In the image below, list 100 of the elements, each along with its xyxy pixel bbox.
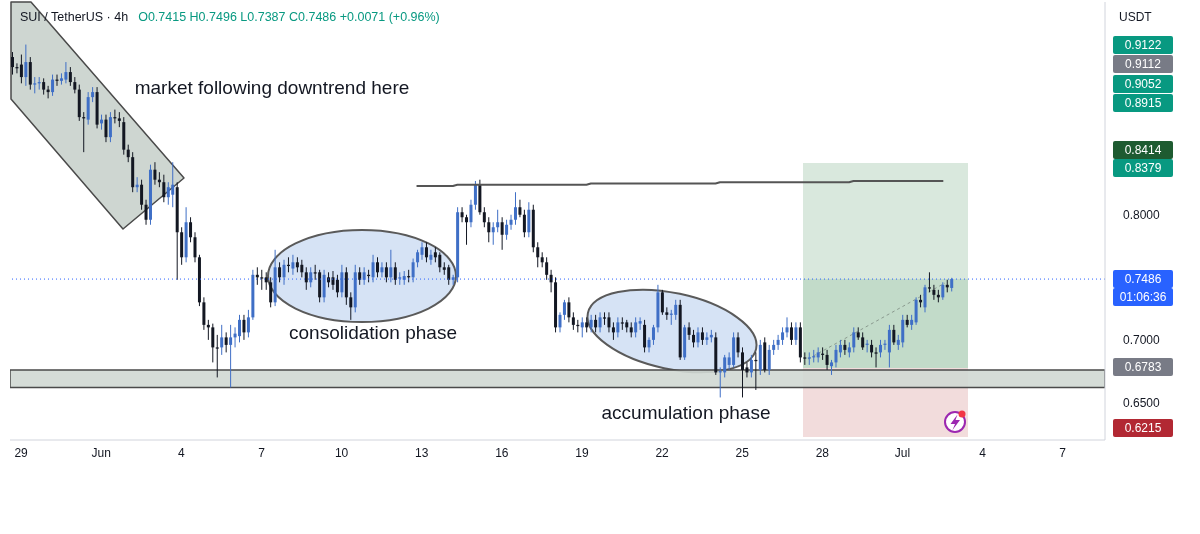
candlestick <box>509 214 513 231</box>
x-tick-label: 28 <box>815 445 830 460</box>
candlestick <box>376 256 379 278</box>
text: 0.9122 <box>1124 38 1162 52</box>
candlestick <box>643 319 647 353</box>
candlestick <box>567 296 571 323</box>
x-tick-label: 16 <box>495 445 509 460</box>
candlestick <box>785 316 789 338</box>
candlestick <box>558 311 562 333</box>
candlestick <box>224 331 228 353</box>
candlestick <box>518 199 522 218</box>
candlestick <box>28 56 32 91</box>
y-tick-label: 0.6500 <box>1123 395 1161 410</box>
candlestick <box>580 316 584 338</box>
candlestick <box>513 191 517 226</box>
candlestick <box>393 261 397 286</box>
candlestick <box>522 209 526 238</box>
candlestick <box>349 291 353 321</box>
ref-line-label: 0.7486 <box>1124 272 1162 287</box>
y-tick-label: 0.7000 <box>1123 333 1161 348</box>
candlestick <box>51 74 55 97</box>
candlestick <box>384 261 388 283</box>
candlestick <box>901 314 905 348</box>
candlestick <box>189 216 193 243</box>
candlestick <box>705 331 709 346</box>
candlestick <box>153 161 157 186</box>
candlestick <box>238 314 242 343</box>
candlestick <box>616 316 620 338</box>
candlestick <box>229 324 233 388</box>
candlestick <box>304 266 308 291</box>
candlestick <box>927 271 931 293</box>
candlestick <box>527 201 531 238</box>
candlestick <box>660 289 664 316</box>
candlestick <box>887 324 891 368</box>
candlestick <box>674 299 678 321</box>
x-tick-label: 29 <box>14 445 29 460</box>
candlestick <box>269 276 273 308</box>
candlestick <box>389 249 393 283</box>
candlestick <box>562 299 566 321</box>
candlestick <box>496 209 500 233</box>
x-tick-label: 4 <box>178 445 186 460</box>
candlestick <box>825 349 829 371</box>
candlestick <box>647 336 651 353</box>
candlestick <box>505 219 509 241</box>
candlestick <box>429 249 433 266</box>
x-tick-label: 7 <box>258 445 266 460</box>
candlestick <box>335 274 339 298</box>
candlestick <box>220 324 224 356</box>
candlestick <box>242 314 246 341</box>
candlestick <box>371 254 375 283</box>
candlestick <box>322 269 326 303</box>
candlestick <box>340 264 344 298</box>
candlestick <box>211 323 215 363</box>
candlestick <box>923 284 927 313</box>
candlestick <box>144 199 148 226</box>
candlestick <box>932 284 936 301</box>
candlestick <box>487 216 491 243</box>
candlestick <box>545 256 549 281</box>
candlestick <box>794 321 798 346</box>
candlestick <box>473 180 477 211</box>
candlestick <box>278 261 282 283</box>
x-tick-label: 13 <box>415 445 429 460</box>
candlestick <box>420 241 424 261</box>
x-tick-label: 22 <box>655 445 670 460</box>
text: 01:06:36 <box>1119 290 1167 304</box>
candlestick <box>24 44 28 87</box>
candlestick <box>741 346 744 398</box>
text: O0.7415 H0.7496 L0.7387 C0.7486 +0.0071 (+0.96%) <box>138 10 440 25</box>
candlestick <box>193 231 197 263</box>
text: SUI / TetherUS · 4h <box>20 10 129 25</box>
x-tick-label: 4 <box>979 445 987 460</box>
x-tick-label: Jun <box>91 445 111 460</box>
candlestick <box>411 258 415 283</box>
candlestick <box>362 266 366 286</box>
candlestick <box>500 216 504 251</box>
x-tick-label: 7 <box>1059 445 1067 460</box>
candlestick <box>598 311 602 333</box>
candlestick <box>696 326 700 348</box>
candlestick <box>749 354 753 378</box>
annotation: consolidation phase <box>289 321 457 343</box>
candlestick <box>166 181 170 206</box>
candlestick <box>874 346 878 368</box>
candlestick <box>892 324 896 346</box>
x-tick-label: 19 <box>575 445 589 460</box>
candlestick <box>834 344 838 368</box>
x-tick-label: 10 <box>334 445 349 460</box>
y-tick-label: 0.8000 <box>1123 208 1161 222</box>
candlestick <box>789 321 793 346</box>
candlestick <box>202 296 206 331</box>
candlestick <box>108 111 112 143</box>
candlestick <box>536 241 540 268</box>
candlestick <box>64 61 68 84</box>
candlestick <box>723 354 727 378</box>
candlestick <box>424 241 428 263</box>
candlestick <box>438 251 442 273</box>
text: 0.6215 <box>1124 421 1162 435</box>
candlestick <box>651 324 655 346</box>
candlestick <box>852 326 856 353</box>
candlestick <box>482 206 486 228</box>
text: 0.6783 <box>1124 360 1162 374</box>
